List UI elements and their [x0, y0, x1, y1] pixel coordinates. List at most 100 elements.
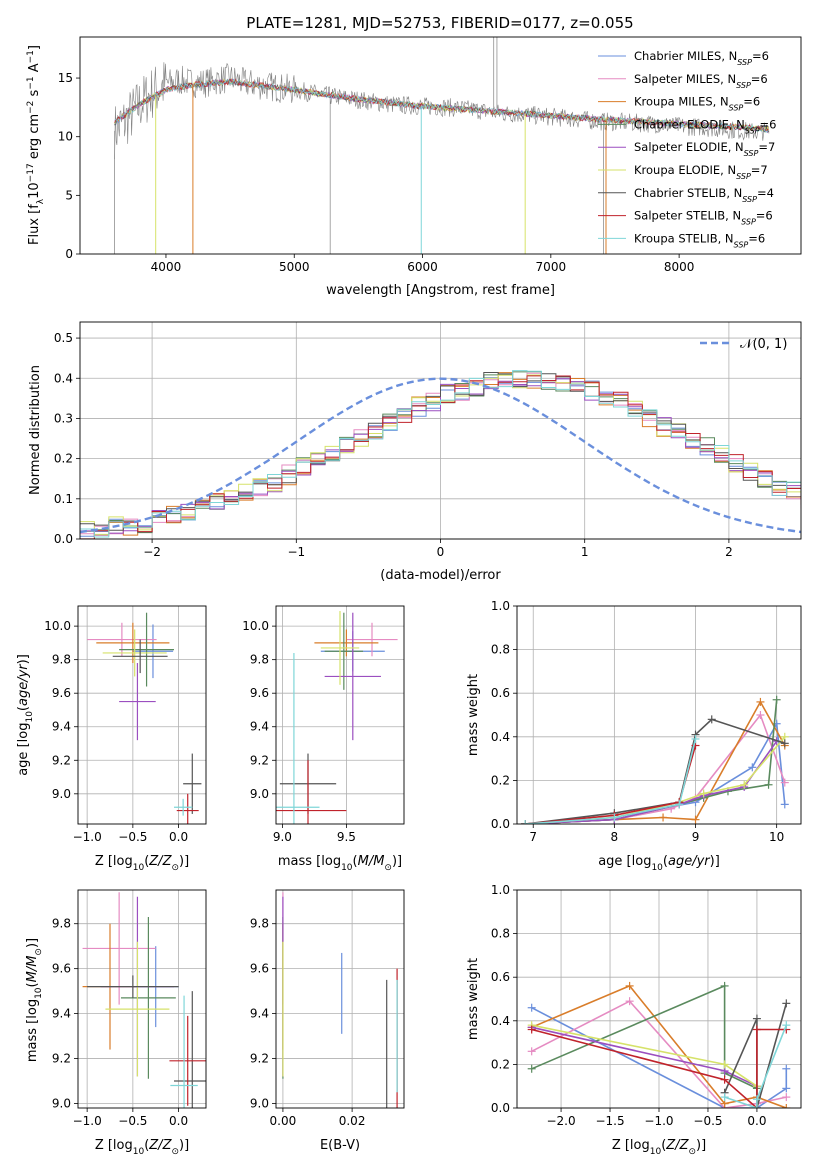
- x-tick-label: 0.0: [169, 830, 188, 844]
- axes-frame: [275, 889, 405, 1109]
- y-tick-label: 0.2: [491, 1057, 510, 1071]
- weight-series-line: [531, 1006, 788, 1108]
- figure-title: PLATE=1281, MJD=52753, FIBERID=0177, z=0…: [246, 14, 633, 32]
- y-tick-label: 0.0: [491, 1101, 510, 1115]
- x-tick-label: 9: [692, 830, 700, 844]
- legend-label: Kroupa ELODIE, NSSP=7: [634, 163, 768, 181]
- histogram-step-line: [80, 372, 801, 539]
- axes-frame: [77, 889, 207, 1109]
- legend: Chabrier MILES, NSSP=6 Salpeter MILES, NS…: [598, 49, 776, 249]
- axes-frame: [516, 889, 802, 1109]
- legend-label: Chabrier MILES, NSSP=6: [634, 49, 769, 67]
- histogram-step-line: [80, 372, 801, 539]
- y-tick-label: 0: [65, 247, 73, 261]
- weight-series-line: [531, 1028, 787, 1108]
- legend-label: Kroupa MILES, NSSP=6: [634, 95, 760, 113]
- y-tick-label: 15: [58, 71, 73, 85]
- plot-area: [87, 612, 202, 824]
- x-tick-label: −1.5: [595, 1114, 624, 1128]
- y-tick-label: 9.0: [250, 1097, 269, 1111]
- y-axis-label: mass weight: [466, 674, 481, 756]
- x-tick-label: −1.0: [644, 1114, 673, 1128]
- histogram-step-line: [80, 372, 801, 539]
- age-vs-mass-axes: 9.0 9.5 9.0 9.2 9.4 9.6 9.8 10.0 mass [log10(M/M…: [242, 605, 405, 873]
- x-tick-label: 1: [581, 545, 589, 559]
- weight-series-line: [531, 1026, 758, 1087]
- y-tick-label: 0.3: [54, 411, 73, 425]
- plot-area: [82, 892, 206, 1108]
- x-tick-label: 10: [769, 830, 784, 844]
- normal-curve-line: [80, 377, 801, 534]
- axes-frame: [516, 605, 802, 825]
- legend-label: Salpeter MILES, NSSP=6: [634, 72, 768, 90]
- y-tick-label: 9.2: [250, 753, 269, 767]
- weight-series-line: [525, 738, 697, 824]
- mass-vs-z-axes: −1.0 −0.5 0.0 9.0 9.2 9.4 9.6 9.8 Z [log10(Z/Z⊙)…: [25, 889, 207, 1157]
- y-tick-label: 9.4: [250, 720, 269, 734]
- weight-vs-z-axes: −2.0 −1.5 −1.0 −0.5 0.0 0.0 0.2 0.4 0.6 0.8 1.0 Z […: [466, 883, 802, 1157]
- y-axis-label: mass weight: [466, 958, 481, 1040]
- y-tick-label: 10.0: [44, 619, 71, 633]
- axes-frame: [275, 605, 405, 825]
- y-tick-label: 9.2: [250, 1052, 269, 1066]
- spectrum-axes: 4000 5000 6000 7000 8000 0 5 10 15 wavelength [An…: [26, 36, 802, 298]
- plot-area: [80, 370, 801, 539]
- y-tick-label: 9.4: [52, 720, 71, 734]
- y-tick-label: 9.8: [250, 653, 269, 667]
- y-tick-label: 9.6: [52, 962, 71, 976]
- model-spectrum-line: [114, 78, 770, 133]
- x-axis-label: mass [log10(M/M⊙)]: [278, 854, 402, 873]
- y-tick-label: 9.2: [52, 1052, 71, 1066]
- y-tick-label: 0.0: [54, 532, 73, 546]
- legend-label: Chabrier STELIB, NSSP=4: [634, 186, 774, 204]
- y-tick-label: 0.2: [491, 773, 510, 787]
- y-axis-label: mass [log10(M/M⊙)]: [25, 938, 44, 1062]
- y-tick-label: 9.2: [52, 753, 71, 767]
- x-tick-label: −1: [287, 545, 305, 559]
- y-tick-label: 9.6: [250, 686, 269, 700]
- y-tick-label: 0.4: [491, 1014, 510, 1028]
- y-tick-label: 0.0: [491, 817, 510, 831]
- y-axis-label: Normed distribution: [28, 365, 43, 495]
- y-axis-label: Flux [fλ10−17 erg cm−2 s−1 A−1]: [26, 45, 46, 245]
- x-tick-label: 0.0: [169, 1114, 188, 1128]
- y-tick-label: 9.6: [250, 962, 269, 976]
- legend-label: Chabrier ELODIE, NSSP=6: [634, 117, 776, 135]
- legend-label: Salpeter ELODIE, NSSP=7: [634, 140, 775, 158]
- y-tick-label: 1.0: [491, 883, 510, 897]
- y-tick-label: 9.6: [52, 686, 71, 700]
- plot-area: [282, 892, 398, 1108]
- y-tick-label: 5: [65, 188, 73, 202]
- plot-area: [114, 37, 770, 254]
- legend-label: Kroupa STELIB, NSSP=6: [634, 231, 765, 249]
- x-tick-label: −0.5: [693, 1114, 722, 1128]
- x-tick-label: 0.00: [270, 1114, 297, 1128]
- mass-vs-ebv-axes: 0.00 0.02 9.0 9.2 9.4 9.6 9.8 E(B-V): [250, 889, 405, 1153]
- y-tick-label: 9.8: [52, 917, 71, 931]
- y-tick-label: 0.1: [54, 492, 73, 506]
- y-tick-label: 0.4: [54, 371, 73, 385]
- plot-area: [527, 981, 791, 1108]
- y-tick-label: 9.4: [52, 1007, 71, 1021]
- weight-vs-age-axes: 7 8 9 10 0.0 0.2 0.4 0.6 0.8 1.0 age [log10(age/yr…: [466, 599, 802, 873]
- y-tick-label: 0.6: [491, 970, 510, 984]
- weight-series-line: [525, 745, 697, 824]
- axes-frame: [77, 605, 207, 825]
- histogram-step-line: [80, 370, 801, 539]
- x-tick-label: −1.0: [73, 830, 102, 844]
- y-tick-label: 0.8: [491, 643, 510, 657]
- age-vs-z-axes: −1.0 −0.5 0.0 9.0 9.2 9.4 9.6 9.8 10.0 Z [log10(Z…: [16, 605, 207, 873]
- x-axis-label: Z [log10(Z/Z⊙)]: [95, 1138, 189, 1157]
- x-axis-label: wavelength [Angstrom, rest frame]: [326, 283, 555, 298]
- x-tick-label: 0: [437, 545, 445, 559]
- y-axis-label: age [log10(age/yr)]: [16, 654, 35, 776]
- data-spectrum-line: [114, 62, 770, 160]
- x-axis-label: (data-model)/error: [380, 568, 501, 583]
- y-tick-label: 9.0: [250, 787, 269, 801]
- y-tick-label: 10.0: [242, 619, 269, 633]
- y-tick-label: 0.2: [54, 452, 73, 466]
- y-tick-label: 10: [58, 130, 73, 144]
- plot-area: [521, 695, 789, 824]
- x-axis-label: Z [log10(Z/Z⊙)]: [612, 1138, 706, 1157]
